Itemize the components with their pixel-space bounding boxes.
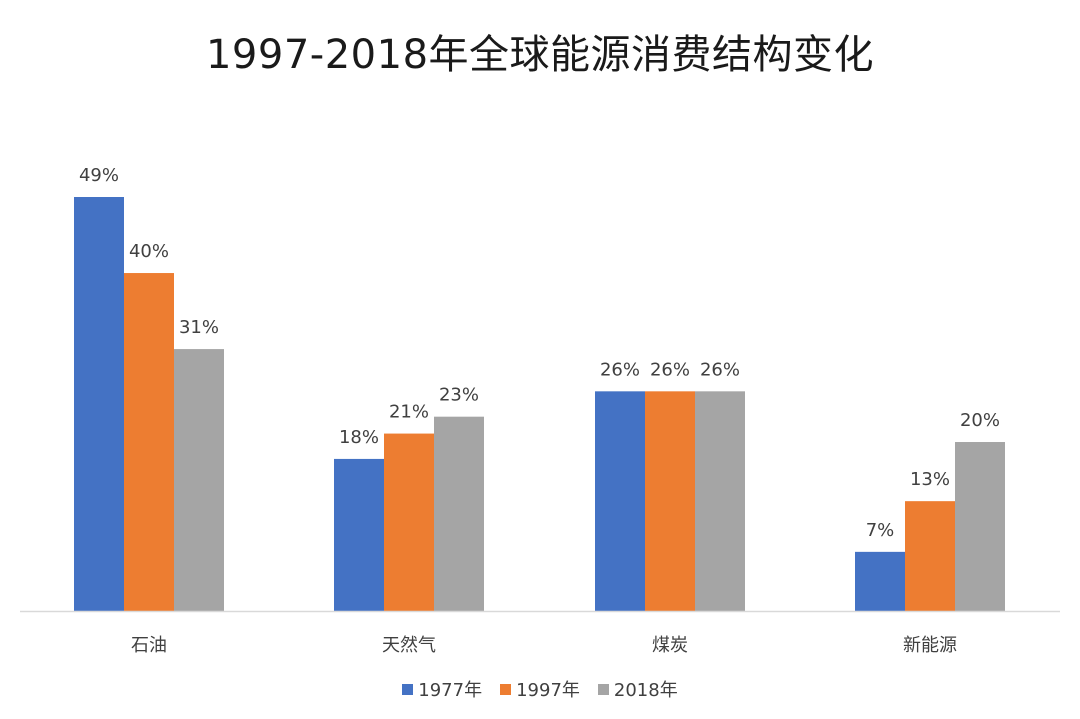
legend-label-1: 1997年	[516, 680, 580, 701]
category-label-1: 天然气	[382, 635, 436, 656]
legend-swatch-1	[500, 683, 512, 695]
bar-0-2	[174, 349, 224, 611]
value-label-3-1: 13%	[910, 469, 950, 490]
legend-label-0: 1977年	[418, 680, 483, 701]
value-label-1-2: 23%	[439, 385, 479, 406]
value-label-3-2: 20%	[960, 410, 1000, 431]
bar-3-2	[955, 442, 1005, 611]
value-label-2-1: 26%	[650, 359, 690, 380]
value-label-1-0: 18%	[339, 427, 379, 448]
category-label-2: 煤炭	[652, 635, 688, 656]
value-label-3-0: 7%	[866, 520, 895, 541]
legend-item-2: 2018年	[597, 676, 678, 702]
bar-1-1	[384, 433, 434, 611]
category-label-0: 石油	[131, 635, 167, 656]
category-labels-layer: 石油 天然气 煤炭 新能源	[131, 635, 957, 656]
chart-title: 1997-2018年全球能源消费结构变化	[205, 32, 875, 78]
bar-3-1	[905, 501, 955, 611]
bar-0-0	[74, 197, 124, 611]
legend-label-2: 2018年	[613, 680, 678, 701]
bar-2-2	[695, 391, 745, 611]
bar-3-0	[855, 551, 905, 611]
bar-2-1	[645, 391, 695, 611]
legend-item-1: 1997年	[500, 676, 580, 702]
bar-1-2	[434, 416, 484, 611]
value-label-0-0: 49%	[79, 165, 119, 186]
bar-1-0	[334, 458, 384, 611]
value-label-2-0: 26%	[600, 359, 640, 380]
bar-2-0	[595, 391, 645, 611]
value-label-1-1: 21%	[389, 402, 429, 423]
bar-0-1	[124, 273, 174, 611]
value-label-0-2: 31%	[179, 317, 219, 338]
value-label-0-1: 40%	[129, 241, 169, 262]
value-labels-layer: 49% 40% 31% 18% 21% 23% 26% 26% 26% 7% 13% 20%	[79, 165, 1000, 541]
legend-swatch-0	[402, 683, 414, 695]
legend-item-0: 1977年	[402, 676, 482, 702]
legend-swatch-2	[597, 683, 609, 695]
value-label-2-2: 26%	[700, 359, 740, 380]
bars-layer	[74, 197, 1005, 611]
category-label-3: 新能源	[903, 635, 957, 656]
legend: 1977年 1997年 2018年	[0, 676, 1080, 702]
